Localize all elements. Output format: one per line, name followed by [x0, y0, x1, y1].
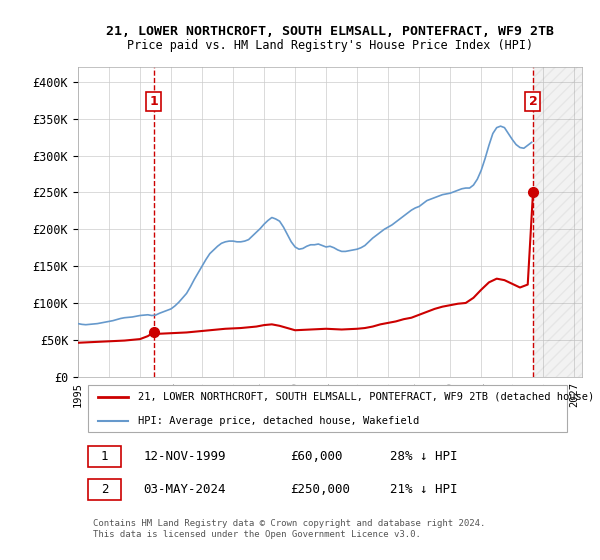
Text: £250,000: £250,000 — [290, 483, 350, 496]
Text: 1: 1 — [101, 450, 109, 463]
Text: 21, LOWER NORTHCROFT, SOUTH ELMSALL, PONTEFRACT, WF9 2TB (detached house): 21, LOWER NORTHCROFT, SOUTH ELMSALL, PON… — [139, 392, 595, 402]
Text: 2: 2 — [529, 95, 538, 108]
Text: 12-NOV-1999: 12-NOV-1999 — [143, 450, 226, 463]
Text: 03-MAY-2024: 03-MAY-2024 — [143, 483, 226, 496]
Text: 21, LOWER NORTHCROFT, SOUTH ELMSALL, PONTEFRACT, WF9 2TB: 21, LOWER NORTHCROFT, SOUTH ELMSALL, PON… — [106, 25, 554, 38]
FancyBboxPatch shape — [88, 446, 121, 468]
Text: 21% ↓ HPI: 21% ↓ HPI — [391, 483, 458, 496]
Text: £60,000: £60,000 — [290, 450, 342, 463]
Text: 2: 2 — [101, 483, 109, 496]
Text: Contains HM Land Registry data © Crown copyright and database right 2024.
This d: Contains HM Land Registry data © Crown c… — [93, 520, 485, 539]
Text: Price paid vs. HM Land Registry's House Price Index (HPI): Price paid vs. HM Land Registry's House … — [127, 39, 533, 52]
FancyBboxPatch shape — [88, 385, 567, 432]
Text: HPI: Average price, detached house, Wakefield: HPI: Average price, detached house, Wake… — [139, 416, 420, 426]
Text: 1: 1 — [149, 95, 158, 108]
Text: 28% ↓ HPI: 28% ↓ HPI — [391, 450, 458, 463]
Bar — [533, 67, 582, 377]
FancyBboxPatch shape — [88, 479, 121, 500]
